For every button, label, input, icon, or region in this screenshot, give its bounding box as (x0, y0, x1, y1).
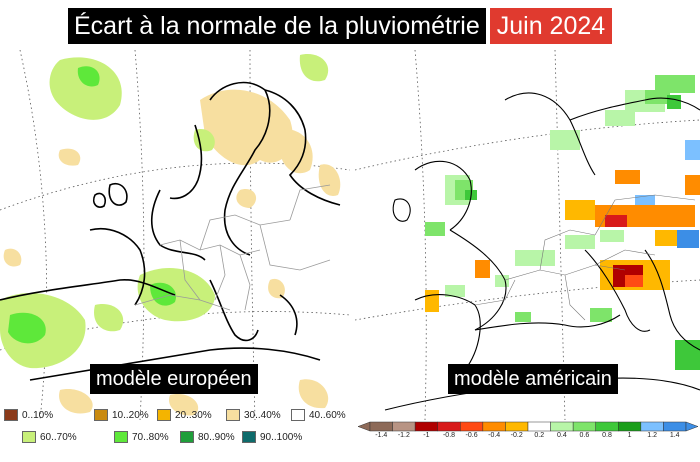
legend-swatch (94, 409, 108, 421)
colorbar-segment (572, 421, 596, 432)
legend-item: 30..40% (226, 409, 281, 421)
legend-label: 60..70% (40, 431, 77, 443)
period-badge: Juin 2024 (489, 8, 613, 44)
colorbar-segment (460, 421, 484, 432)
colorbar-segment (369, 421, 393, 432)
anomaly-cell-layer (425, 75, 700, 370)
colorbar-segment (618, 421, 642, 432)
colorbar-tick-label: 0.4 (556, 432, 567, 439)
colorbar-arrow-right (685, 421, 699, 432)
colorbar-tick-label: -0.4 (488, 432, 501, 439)
colorbar-segment (505, 421, 529, 432)
legend-item: 60..70% (22, 431, 77, 443)
colorbar-segment (663, 421, 687, 432)
american-model-map (355, 50, 700, 420)
legend-item: 20..30% (157, 409, 212, 421)
colorbar-tick-label: 0.2 (534, 432, 545, 439)
border-layer (134, 184, 331, 311)
colorbar-tick-label: -0.6 (465, 432, 478, 439)
colorbar-segment (640, 421, 664, 432)
legend-label: 80..90% (198, 431, 235, 443)
colorbar-tick-label: 1.4 (669, 432, 680, 439)
colorbar-segment (437, 421, 461, 432)
legend-item: 80..90% (180, 431, 235, 443)
colorbar-segment (392, 421, 416, 432)
legend-swatch (157, 409, 171, 421)
title-bar: Écart à la normale de la pluviométrie Ju… (68, 8, 613, 44)
legend-item: 10..20% (94, 409, 149, 421)
legend-item: 40..60% (291, 409, 346, 421)
colorbar-tick-label: -1.2 (397, 432, 410, 439)
european-model-map (0, 50, 350, 420)
colorbar-tick-label: 0.8 (602, 432, 612, 439)
legend-swatch (4, 409, 18, 421)
european-model-label: modèle européen (90, 364, 258, 394)
anomaly-fill-layer (0, 54, 341, 416)
map-title: Écart à la normale de la pluviométrie (68, 8, 486, 44)
legend-label: 70..80% (132, 431, 169, 443)
american-model-label: modèle américain (448, 364, 618, 394)
colorbar-segment (550, 421, 574, 432)
colorbar-arrow-left (357, 421, 371, 432)
colorbar-tick-label: -0.8 (442, 432, 456, 439)
colorbar-tick-label: -1.4 (375, 432, 388, 439)
legend-swatch (226, 409, 240, 421)
legend-label: 0..10% (22, 409, 54, 421)
legend-swatch (22, 431, 36, 443)
legend-label: 10..20% (112, 409, 149, 421)
colorbar-segment (414, 421, 438, 432)
anomaly-colorbar: -1.4 -1.2 -1 -0.8 -0.6 -0.4 -0.2 0.2 0.4 0.6 0.8 1 1… (356, 418, 700, 458)
colorbar-segment (527, 421, 551, 432)
colorbar-tick-label: -0.2 (510, 432, 523, 439)
colorbar-segment (482, 421, 506, 432)
colorbar-tick-label: 1 (627, 432, 632, 439)
legend-label: 90..100% (260, 431, 303, 443)
legend-swatch (291, 409, 305, 421)
colorbar-tick-label: -1 (423, 432, 430, 439)
legend-swatch (114, 431, 128, 443)
colorbar-bar (357, 421, 699, 432)
legend-item: 90..100% (242, 431, 302, 443)
colorbar-tick-label: 1.2 (647, 432, 658, 439)
legend-label: 30..40% (244, 409, 281, 421)
legend-swatch (180, 431, 194, 443)
colorbar-segment (595, 421, 619, 432)
legend-swatch (242, 431, 256, 443)
percentile-legend: 0..10% 10..20% 20..30% 30..40% 40..60% 60..70… (4, 405, 349, 462)
legend-label: 20..30% (175, 409, 212, 421)
legend-item: 70..80% (114, 431, 169, 443)
colorbar-tick-label: 0.6 (579, 432, 590, 439)
legend-label: 40..60% (309, 409, 346, 421)
border-layer (474, 194, 696, 321)
legend-item: 0..10% (4, 409, 53, 421)
